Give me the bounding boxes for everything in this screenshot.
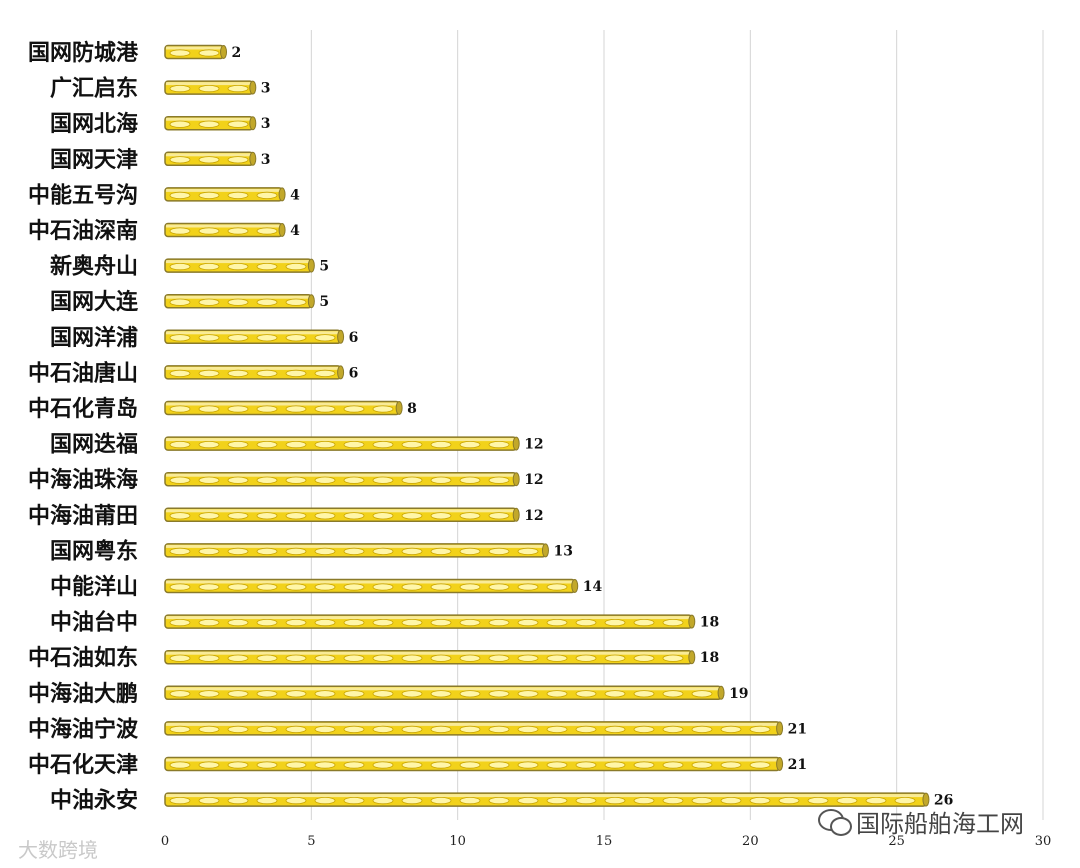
bar	[164, 507, 520, 523]
watermark-left: 大数跨境	[18, 834, 98, 863]
value-label: 12	[524, 472, 543, 488]
bar	[164, 792, 930, 807]
category-label: 国网迭福	[50, 432, 138, 458]
x-tick-label: 5	[307, 834, 315, 849]
bar	[164, 578, 579, 594]
category-labels: 国网防城港广汇启东国网北海国网天津中能五号沟中石油深南新奥舟山国网大连国网洋浦中…	[28, 40, 139, 814]
bar	[164, 365, 345, 380]
category-label: 中石化天津	[28, 752, 138, 778]
bar	[164, 293, 315, 309]
category-label: 国网粤东	[50, 538, 138, 564]
bar	[164, 258, 315, 273]
value-label: 3	[261, 81, 271, 97]
category-label: 中海油珠海	[28, 467, 138, 493]
bar	[164, 151, 257, 167]
value-label: 21	[788, 757, 807, 773]
category-label: 国网北海	[50, 111, 138, 137]
value-label: 6	[349, 330, 359, 346]
bar	[164, 80, 257, 95]
bar	[164, 471, 520, 487]
category-label: 中能五号沟	[28, 182, 138, 208]
x-tick-label: 30	[1035, 834, 1052, 849]
value-label: 2	[232, 45, 242, 61]
value-label: 5	[319, 294, 329, 310]
bar	[164, 543, 549, 558]
value-label: 4	[290, 187, 300, 203]
bar	[164, 187, 286, 202]
category-label: 中石油深南	[28, 218, 138, 244]
value-label: 8	[407, 401, 417, 417]
category-label: 中油永安	[50, 788, 138, 814]
category-label: 国网天津	[50, 147, 138, 173]
category-label: 新奥舟山	[50, 254, 138, 280]
value-label: 26	[934, 793, 953, 809]
bar	[164, 649, 696, 665]
bar	[164, 436, 520, 451]
wechat-icon	[818, 808, 852, 836]
bar	[164, 400, 403, 416]
value-label: 13	[553, 543, 572, 559]
category-label: 广汇启东	[50, 76, 138, 102]
bar	[164, 115, 257, 131]
bar	[164, 44, 228, 60]
value-label: 6	[349, 365, 359, 381]
category-label: 中油台中	[50, 610, 138, 636]
value-label: 5	[319, 259, 329, 275]
category-label: 中石油如东	[28, 645, 138, 671]
bar	[164, 756, 784, 772]
x-tick-label: 0	[161, 834, 169, 849]
x-tick-label: 25	[888, 834, 905, 849]
category-label: 国网大连	[50, 289, 139, 315]
x-tick-label: 15	[596, 834, 613, 849]
value-labels: 2 3 3 3 4 4 5 5 6 6 8 12 12 12 13 14 18 18 19 21 21 26	[232, 45, 954, 809]
category-label: 国网洋浦	[50, 325, 138, 351]
watermark-right: 国际船舶海工网	[818, 804, 1024, 839]
category-label: 中石化青岛	[28, 396, 138, 422]
watermark-left-text: 大数跨境	[18, 838, 98, 862]
value-label: 18	[700, 615, 719, 631]
value-label: 4	[290, 223, 300, 239]
category-label: 中海油宁波	[28, 716, 139, 742]
value-label: 19	[729, 686, 748, 702]
bar	[164, 614, 696, 629]
x-tick-label: 10	[449, 834, 466, 849]
bar	[164, 222, 286, 238]
bar	[164, 685, 725, 701]
bars	[164, 44, 930, 807]
value-label: 3	[261, 116, 271, 132]
x-tick-label: 20	[742, 834, 759, 849]
value-label: 21	[788, 721, 807, 737]
category-label: 中海油莆田	[28, 503, 138, 529]
value-label: 12	[524, 437, 543, 453]
value-label: 14	[583, 579, 603, 595]
grid-lines	[310, 30, 1044, 820]
category-label: 中石油唐山	[28, 360, 138, 386]
value-label: 3	[261, 152, 271, 168]
watermark-right-text: 国际船舶海工网	[856, 810, 1024, 838]
category-label: 中海油大鹏	[28, 681, 138, 707]
value-label: 12	[524, 508, 543, 524]
x-tick-labels: 0 5 10 15 20 25 30	[161, 834, 1051, 849]
category-label: 国网防城港	[28, 40, 139, 66]
category-label: 中能洋山	[50, 574, 138, 600]
bar	[164, 721, 784, 736]
bar	[164, 329, 345, 345]
value-label: 18	[700, 650, 719, 666]
